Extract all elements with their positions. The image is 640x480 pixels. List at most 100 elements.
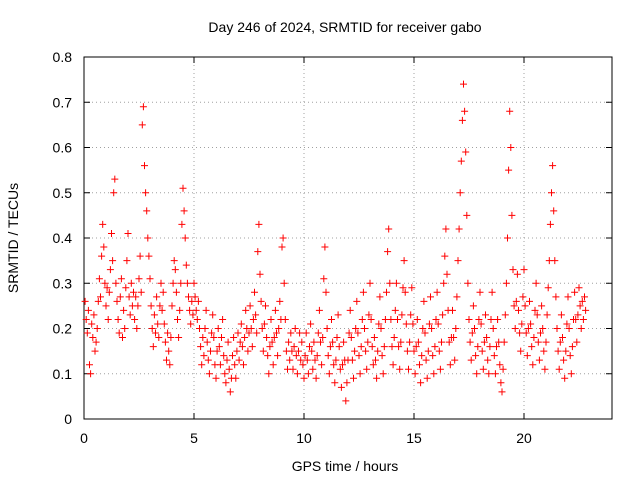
data-point xyxy=(389,361,397,369)
data-point xyxy=(88,320,96,328)
y-tick-label: 0.4 xyxy=(53,230,73,246)
data-point xyxy=(428,325,436,332)
data-point xyxy=(136,252,144,260)
data-point xyxy=(565,325,573,332)
data-point xyxy=(161,338,169,346)
data-point xyxy=(287,329,295,337)
data-point xyxy=(146,275,154,283)
data-point xyxy=(372,356,379,364)
data-point xyxy=(132,293,140,301)
data-point xyxy=(471,325,478,332)
x-tick-label: 5 xyxy=(190,430,198,446)
data-point xyxy=(436,365,444,373)
data-point xyxy=(94,297,102,305)
data-point xyxy=(238,343,246,351)
data-point xyxy=(234,329,242,337)
data-point xyxy=(244,347,252,355)
data-point xyxy=(99,220,107,228)
x-tick-label: 15 xyxy=(406,430,422,446)
data-point xyxy=(106,266,114,274)
data-point xyxy=(559,334,566,342)
data-point xyxy=(156,302,164,310)
data-point xyxy=(260,320,268,328)
data-point xyxy=(384,248,392,256)
data-point xyxy=(329,338,337,346)
data-point xyxy=(575,284,583,292)
data-point xyxy=(297,356,305,364)
data-point xyxy=(81,297,89,305)
x-axis-label: GPS time / hours xyxy=(292,458,399,474)
data-point xyxy=(113,297,121,305)
data-point xyxy=(160,320,168,328)
data-point xyxy=(434,320,442,328)
axis-ticks: 0 0.1 0.2 0.3 0.4 0.5 0.6 0.7 0.8 0 5 10 15 20 xyxy=(53,49,612,446)
data-point xyxy=(450,334,458,342)
data-point xyxy=(169,279,177,287)
data-point xyxy=(457,157,465,165)
data-point xyxy=(386,279,394,287)
data-point xyxy=(577,325,585,332)
data-point xyxy=(354,329,362,337)
data-point xyxy=(346,306,354,314)
data-point xyxy=(464,279,472,287)
data-point xyxy=(402,320,410,328)
data-point xyxy=(501,311,509,319)
data-point xyxy=(164,329,172,337)
data-point xyxy=(133,325,141,332)
data-points xyxy=(81,80,590,405)
data-point xyxy=(145,252,153,260)
data-point xyxy=(174,315,181,323)
data-point xyxy=(505,166,513,174)
data-point xyxy=(364,338,372,346)
data-point xyxy=(473,370,481,378)
data-point xyxy=(328,315,335,323)
data-point xyxy=(95,275,103,283)
data-point xyxy=(486,343,494,351)
data-point xyxy=(571,288,579,296)
data-point xyxy=(466,338,474,346)
data-point xyxy=(271,306,279,314)
data-point xyxy=(274,352,282,360)
data-point xyxy=(429,352,437,360)
data-point xyxy=(186,306,194,314)
data-point xyxy=(339,361,346,369)
data-point xyxy=(230,334,238,342)
data-point xyxy=(357,343,365,351)
data-point xyxy=(548,189,555,197)
data-point xyxy=(512,297,520,305)
data-point xyxy=(119,334,126,342)
data-point xyxy=(253,329,261,337)
data-point xyxy=(192,306,200,314)
data-point xyxy=(124,229,132,237)
data-point xyxy=(413,315,421,323)
data-point xyxy=(138,121,146,129)
data-point xyxy=(247,325,255,332)
data-point xyxy=(205,370,213,378)
data-point xyxy=(321,243,329,251)
data-point xyxy=(268,338,276,346)
data-point xyxy=(170,257,178,265)
data-point xyxy=(175,334,183,342)
data-point xyxy=(265,370,273,378)
data-point xyxy=(302,329,310,337)
data-point xyxy=(122,284,130,292)
data-point xyxy=(115,329,123,337)
data-point xyxy=(573,338,581,346)
data-point xyxy=(240,361,247,369)
data-point xyxy=(373,374,381,382)
data-point xyxy=(210,334,218,342)
data-point xyxy=(306,343,313,351)
x-tick-label: 0 xyxy=(80,430,88,446)
data-point xyxy=(414,338,422,346)
data-point xyxy=(484,356,492,364)
data-point xyxy=(475,315,483,323)
data-point xyxy=(291,325,299,332)
data-point xyxy=(102,302,110,310)
data-point xyxy=(376,293,384,301)
data-point xyxy=(331,379,339,387)
data-point xyxy=(103,284,111,292)
data-point xyxy=(454,257,462,265)
data-point xyxy=(215,343,223,351)
data-point xyxy=(334,311,342,319)
data-point xyxy=(494,315,502,323)
